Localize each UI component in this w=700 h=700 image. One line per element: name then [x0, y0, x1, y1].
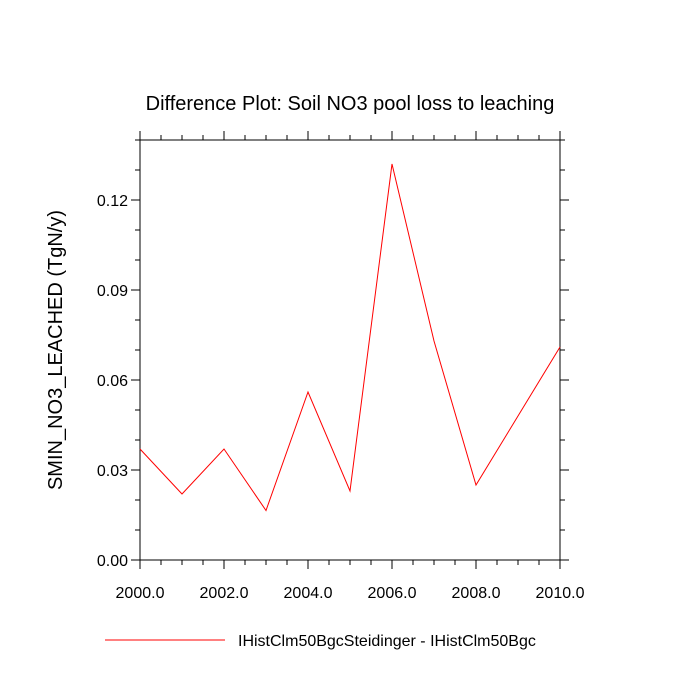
x-tick-label: 2004.0	[284, 585, 333, 602]
x-tick-label: 2000.0	[116, 585, 165, 602]
legend: IHistClm50BgcSteidinger - IHistClm50Bgc	[105, 633, 536, 650]
y-tick-labels: 0.00 0.03 0.06 0.09 0.12	[97, 193, 128, 570]
x-tick-labels: 2000.0 2002.0 2004.0 2006.0 2008.0 2010.0	[116, 585, 585, 602]
x-tick-label: 2002.0	[200, 585, 249, 602]
legend-label: IHistClm50BgcSteidinger - IHistClm50Bgc	[238, 633, 536, 650]
y-axis-label: SMIN_NO3_LEACHED (TgN/y)	[45, 210, 67, 490]
x-tick-label: 2010.0	[536, 585, 585, 602]
y-tick-label: 0.03	[97, 463, 128, 480]
x-tick-label: 2008.0	[452, 585, 501, 602]
x-tick-label: 2006.0	[368, 585, 417, 602]
series-line	[139, 163, 561, 512]
y-tick-label: 0.12	[97, 193, 128, 210]
y-tick-label: 0.00	[97, 553, 128, 570]
y-tick-label: 0.06	[97, 373, 128, 390]
y-tick-label: 0.09	[97, 283, 128, 300]
chart-title: Difference Plot: Soil NO3 pool loss to l…	[146, 93, 555, 115]
series-group	[139, 163, 561, 512]
plot-frame	[139, 139, 561, 561]
axis-ticks	[131, 131, 569, 569]
